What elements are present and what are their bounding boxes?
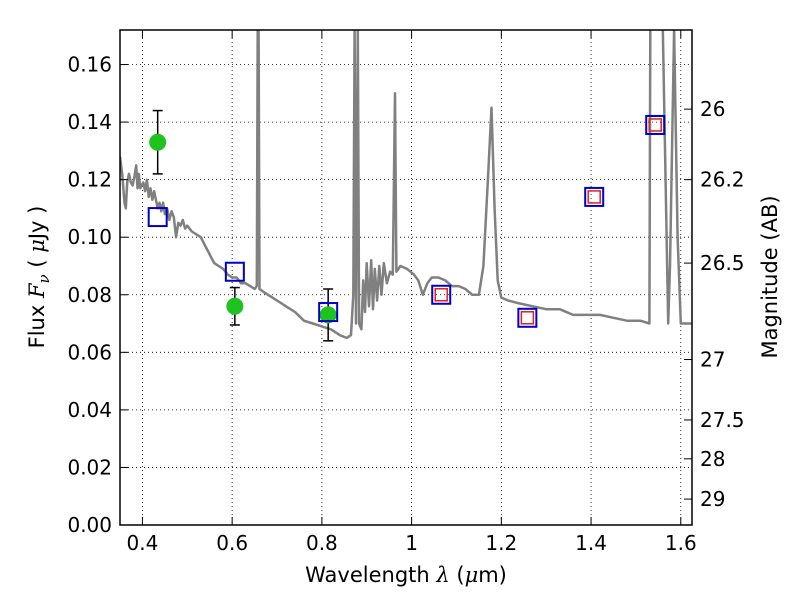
y2-tick-label: 27.5 xyxy=(700,408,745,432)
x-tick-label: 0.4 xyxy=(127,531,159,555)
y-axis-label-symbol: F xyxy=(25,282,49,299)
y-axis-label-mu: μ xyxy=(25,239,49,253)
plot-clipped xyxy=(120,30,692,340)
y2-tick-label: 26.2 xyxy=(700,168,745,192)
x-tick-label: 1.4 xyxy=(575,531,607,555)
model-photometry-square xyxy=(645,114,666,135)
x-tick-label: 1 xyxy=(405,531,418,555)
y2-tick-label: 28 xyxy=(700,447,725,471)
y2-tick-label: 26.5 xyxy=(700,251,745,275)
x-tick-label: 0.8 xyxy=(306,531,338,555)
y-axis-label-name: Flux xyxy=(25,298,49,348)
model-spectrum-line xyxy=(120,30,692,340)
grid-lines xyxy=(120,30,692,526)
y-tick-label: 0.10 xyxy=(67,225,112,249)
model-photometry-square xyxy=(147,207,168,228)
plot-area xyxy=(120,30,692,342)
y-tick-label: 0.02 xyxy=(67,455,112,479)
x-tick-label: 0.6 xyxy=(216,531,248,555)
model-photometry-square xyxy=(224,261,245,282)
y-tick-label: 0.06 xyxy=(67,340,112,364)
y-axis-label-subscript: ν xyxy=(35,274,53,283)
x-tick-label: 1.6 xyxy=(665,531,697,555)
y-tick-label: 0.14 xyxy=(67,110,112,134)
plot-frame xyxy=(119,29,693,526)
x-axis-label-mu: μ xyxy=(465,563,479,587)
model-photometry-square xyxy=(318,302,339,323)
y2-tick-label: 27 xyxy=(700,348,725,372)
x-axis-ticks: 0.4 0.6 0.8 1 1.2 1.4 1.6 xyxy=(127,30,697,555)
x-axis-label-unit-end: m) xyxy=(478,563,507,587)
y-tick-label: 0.12 xyxy=(67,168,112,192)
y-tick-label: 0.00 xyxy=(67,513,112,537)
y-tick-label: 0.04 xyxy=(67,398,112,422)
x-axis-label-name: Wavelength xyxy=(305,563,436,587)
model-photometry-inner-square xyxy=(434,288,448,302)
y-axis-label-unit: Jy ) xyxy=(25,206,49,242)
model-photometry-square xyxy=(584,186,605,207)
x-axis-label: Wavelength λ (μm) xyxy=(305,563,507,587)
y2-tick-label: 29 xyxy=(700,487,725,511)
y-axis-ticks: 0.00 0.02 0.04 0.06 0.08 0.10 0.12 0.14 0.16 xyxy=(67,53,128,537)
x-axis-label-unit: ( xyxy=(450,563,465,587)
model-photometry-square xyxy=(431,284,452,305)
x-axis-label-symbol: λ xyxy=(435,563,449,587)
model-photometry-square xyxy=(517,307,538,328)
y2-axis-ticks: 26 26.2 26.5 27 27.5 28 29 xyxy=(684,97,745,511)
y-tick-label: 0.16 xyxy=(67,53,112,77)
model-photometry-inner-square xyxy=(648,118,662,132)
x-tick-label: 1.2 xyxy=(485,531,517,555)
y2-axis-label: Magnitude (AB) xyxy=(758,195,782,358)
y-axis-label-paren: ( xyxy=(25,253,49,275)
y-axis-label: Flux Fν ( μJy ) xyxy=(25,206,53,349)
model-photometry-inner-square xyxy=(520,311,535,325)
observed-point xyxy=(226,297,244,315)
observed-point xyxy=(149,133,167,151)
y-tick-label: 0.08 xyxy=(67,283,112,307)
y2-tick-label: 26 xyxy=(700,97,725,121)
model-photometry-inner-square xyxy=(587,190,601,204)
